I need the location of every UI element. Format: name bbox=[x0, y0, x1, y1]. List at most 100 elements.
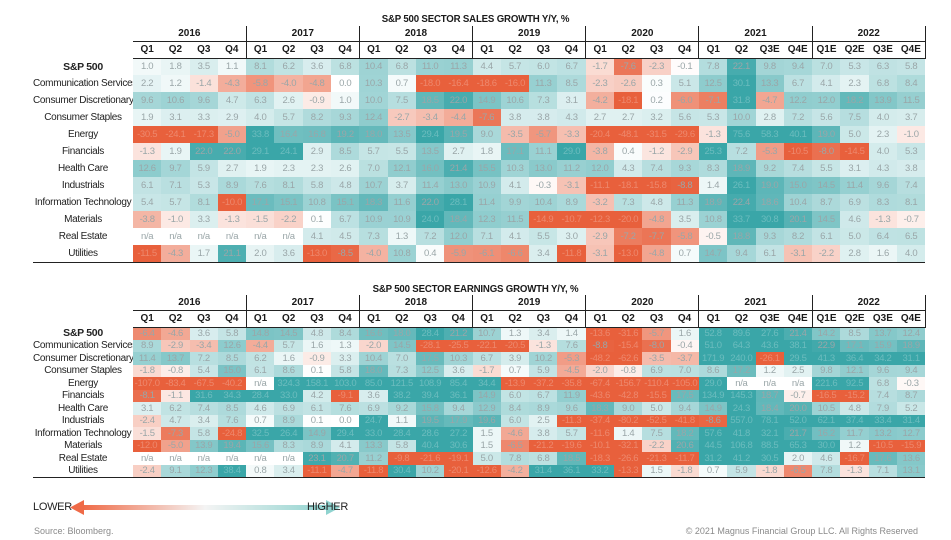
heatmap-cell: 14.9 bbox=[472, 92, 501, 109]
heatmap-cell: 10.9 bbox=[472, 177, 501, 194]
heatmap-cell: -3.2 bbox=[585, 194, 615, 211]
heatmap-cell: 3.8 bbox=[897, 160, 926, 177]
heatmap-cell: 33.2 bbox=[585, 464, 615, 478]
heatmap-cell: n/a bbox=[274, 228, 303, 245]
heatmap-cell: 7.1 bbox=[472, 228, 501, 245]
heatmap-cell: n/a bbox=[783, 377, 813, 390]
heatmap-cell: 10.4 bbox=[529, 194, 558, 211]
heatmap-cell: 21.1 bbox=[217, 245, 247, 263]
heatmap-cell: -13.0 bbox=[614, 245, 643, 263]
heatmap-cell: 5.4 bbox=[133, 194, 162, 211]
heatmap-cell: 9.6 bbox=[133, 92, 162, 109]
year-header: 2017 bbox=[245, 295, 360, 311]
heatmap-cell: 3.3 bbox=[189, 109, 218, 126]
heatmap-cell: -7.2 bbox=[614, 228, 643, 245]
heatmap-cell: 8.9 bbox=[557, 194, 586, 211]
heatmap-cell: 7.9 bbox=[868, 402, 898, 415]
heatmap-cell: -0.9 bbox=[302, 352, 332, 365]
heatmap-cell: -5.3 bbox=[755, 143, 784, 160]
sector-row: Financials -1.3 1.9 22.0 22.0 29.1 24.1 2.9 8.5 5… bbox=[33, 143, 926, 160]
heatmap-cell: 1.5 bbox=[472, 427, 501, 440]
heatmap-cell: 75.6 bbox=[727, 126, 756, 143]
heatmap-cell: 7.8 bbox=[500, 452, 530, 465]
heatmap-cell: -4.4 bbox=[444, 109, 473, 126]
heatmap-cell: 8.9 bbox=[133, 339, 162, 352]
quarter-header: Q3 bbox=[415, 310, 445, 328]
heatmap-cell: -1.5 bbox=[246, 211, 275, 228]
quarter-header: Q4 bbox=[217, 310, 247, 328]
heatmap-cell: 33.0 bbox=[359, 427, 388, 440]
heatmap-cell: 5.6 bbox=[670, 109, 699, 126]
quarter-header: Q1 bbox=[358, 310, 388, 328]
heatmap-cell: 1.2 bbox=[840, 439, 869, 452]
heatmap-cell: 1.9 bbox=[246, 160, 275, 177]
heatmap-cell: 10.7 bbox=[472, 327, 501, 340]
heatmap-cell: 7.4 bbox=[868, 389, 898, 402]
heatmap-cell: 5.0 bbox=[840, 126, 869, 143]
heatmap-cell: 40.1 bbox=[783, 126, 813, 143]
heatmap-cell: -2.9 bbox=[585, 228, 615, 245]
heatmap-cell: 1.2 bbox=[755, 364, 784, 377]
heatmap-cell: -2.6 bbox=[614, 75, 643, 92]
heatmap-cell: -24.1 bbox=[161, 126, 190, 143]
heatmap-cell: 10.4 bbox=[783, 194, 813, 211]
sector-row: Financials -8.1 -1.1 31.6 34.3 28.4 33.0 4.2 -9.… bbox=[33, 389, 926, 402]
heatmap-cell: 6.2 bbox=[274, 58, 303, 75]
heatmap-cell: -1.3 bbox=[133, 143, 162, 160]
heatmap-cell: 0.7 bbox=[387, 75, 416, 92]
heatmap-cell: -2.0 bbox=[359, 339, 388, 352]
heatmap-cell: 37.4 bbox=[840, 414, 869, 427]
heatmap-cell: 51.0 bbox=[698, 339, 728, 352]
heatmap-cell: 10.7 bbox=[359, 177, 388, 194]
heatmap-cell: -0.1 bbox=[670, 58, 699, 75]
sector-row: Materials -12.0 -5.0 13.9 19.4 15.6 8.3 8.9 4.1 1… bbox=[33, 439, 926, 452]
heatmap-cell: 0.3 bbox=[642, 75, 671, 92]
heatmap-cell: 15.9 bbox=[868, 339, 898, 352]
heatmap-cell: 8.3 bbox=[698, 160, 728, 177]
heatmap-cell: -2.0 bbox=[585, 364, 615, 377]
heatmap-cell: 2.3 bbox=[302, 160, 332, 177]
heatmap-cell: -4.0 bbox=[359, 245, 388, 263]
heatmap-cell: 7.2 bbox=[415, 228, 445, 245]
heatmap-cell: -8.0 bbox=[812, 143, 841, 160]
heatmap-cell: 1.1 bbox=[217, 58, 247, 75]
heatmap-cell: 0.4 bbox=[415, 245, 445, 263]
heatmap-cell: 10.3 bbox=[359, 75, 388, 92]
sector-label: Real Estate bbox=[58, 231, 108, 242]
heatmap-cell: n/a bbox=[217, 228, 247, 245]
heatmap-cell: 92.5 bbox=[840, 377, 869, 390]
quarter-header: Q1E bbox=[811, 41, 841, 59]
heatmap-cell: -14.9 bbox=[529, 211, 558, 228]
heatmap-cell: 5.0 bbox=[472, 452, 501, 465]
heatmap-cell: -4.8 bbox=[302, 75, 332, 92]
heatmap-cell: 4.8 bbox=[840, 402, 869, 415]
heatmap-cell: 6.9 bbox=[359, 402, 388, 415]
heatmap-cell: 19.4 bbox=[217, 439, 247, 452]
heatmap-cell: 31.8 bbox=[727, 92, 756, 109]
heatmap-cell: 41.3 bbox=[812, 352, 841, 365]
heatmap-cell: -20.1 bbox=[444, 464, 473, 478]
quarter-header: Q4E bbox=[783, 310, 813, 328]
heatmap-cell: 22.0 bbox=[217, 143, 247, 160]
heatmap-cell: 3.7 bbox=[387, 177, 416, 194]
heatmap-cell: -18.6 bbox=[472, 75, 501, 92]
heatmap-cell: n/a bbox=[727, 377, 756, 390]
heatmap-cell: 7.3 bbox=[614, 194, 643, 211]
heatmap-cell: 2.9 bbox=[302, 143, 332, 160]
year-header: 2021 bbox=[698, 26, 813, 42]
heatmap-cell: 21.7 bbox=[783, 427, 813, 440]
heatmap-cell: 20.1 bbox=[783, 211, 813, 228]
quarter-header: Q3 bbox=[642, 41, 671, 59]
heatmap-cell: 1.4 bbox=[614, 427, 643, 440]
sector-row: Energy -107.0 -83.4 -67.5 -40.2 n/a 324.3 158.1… bbox=[33, 377, 926, 390]
year-header: 2018 bbox=[358, 26, 473, 42]
heatmap-cell: -4.6 bbox=[161, 327, 190, 340]
heatmap-cell: 22.1 bbox=[727, 58, 756, 75]
heatmap-cell: 9.6 bbox=[557, 402, 586, 415]
heatmap-cell: 28.1 bbox=[444, 194, 473, 211]
heatmap-cell: 22.0 bbox=[444, 92, 473, 109]
heatmap-cell: 11.4 bbox=[472, 194, 501, 211]
heatmap-cell: 11.3 bbox=[529, 75, 558, 92]
heatmap-cell: 5.0 bbox=[840, 228, 869, 245]
sector-label: Energy bbox=[68, 377, 98, 389]
